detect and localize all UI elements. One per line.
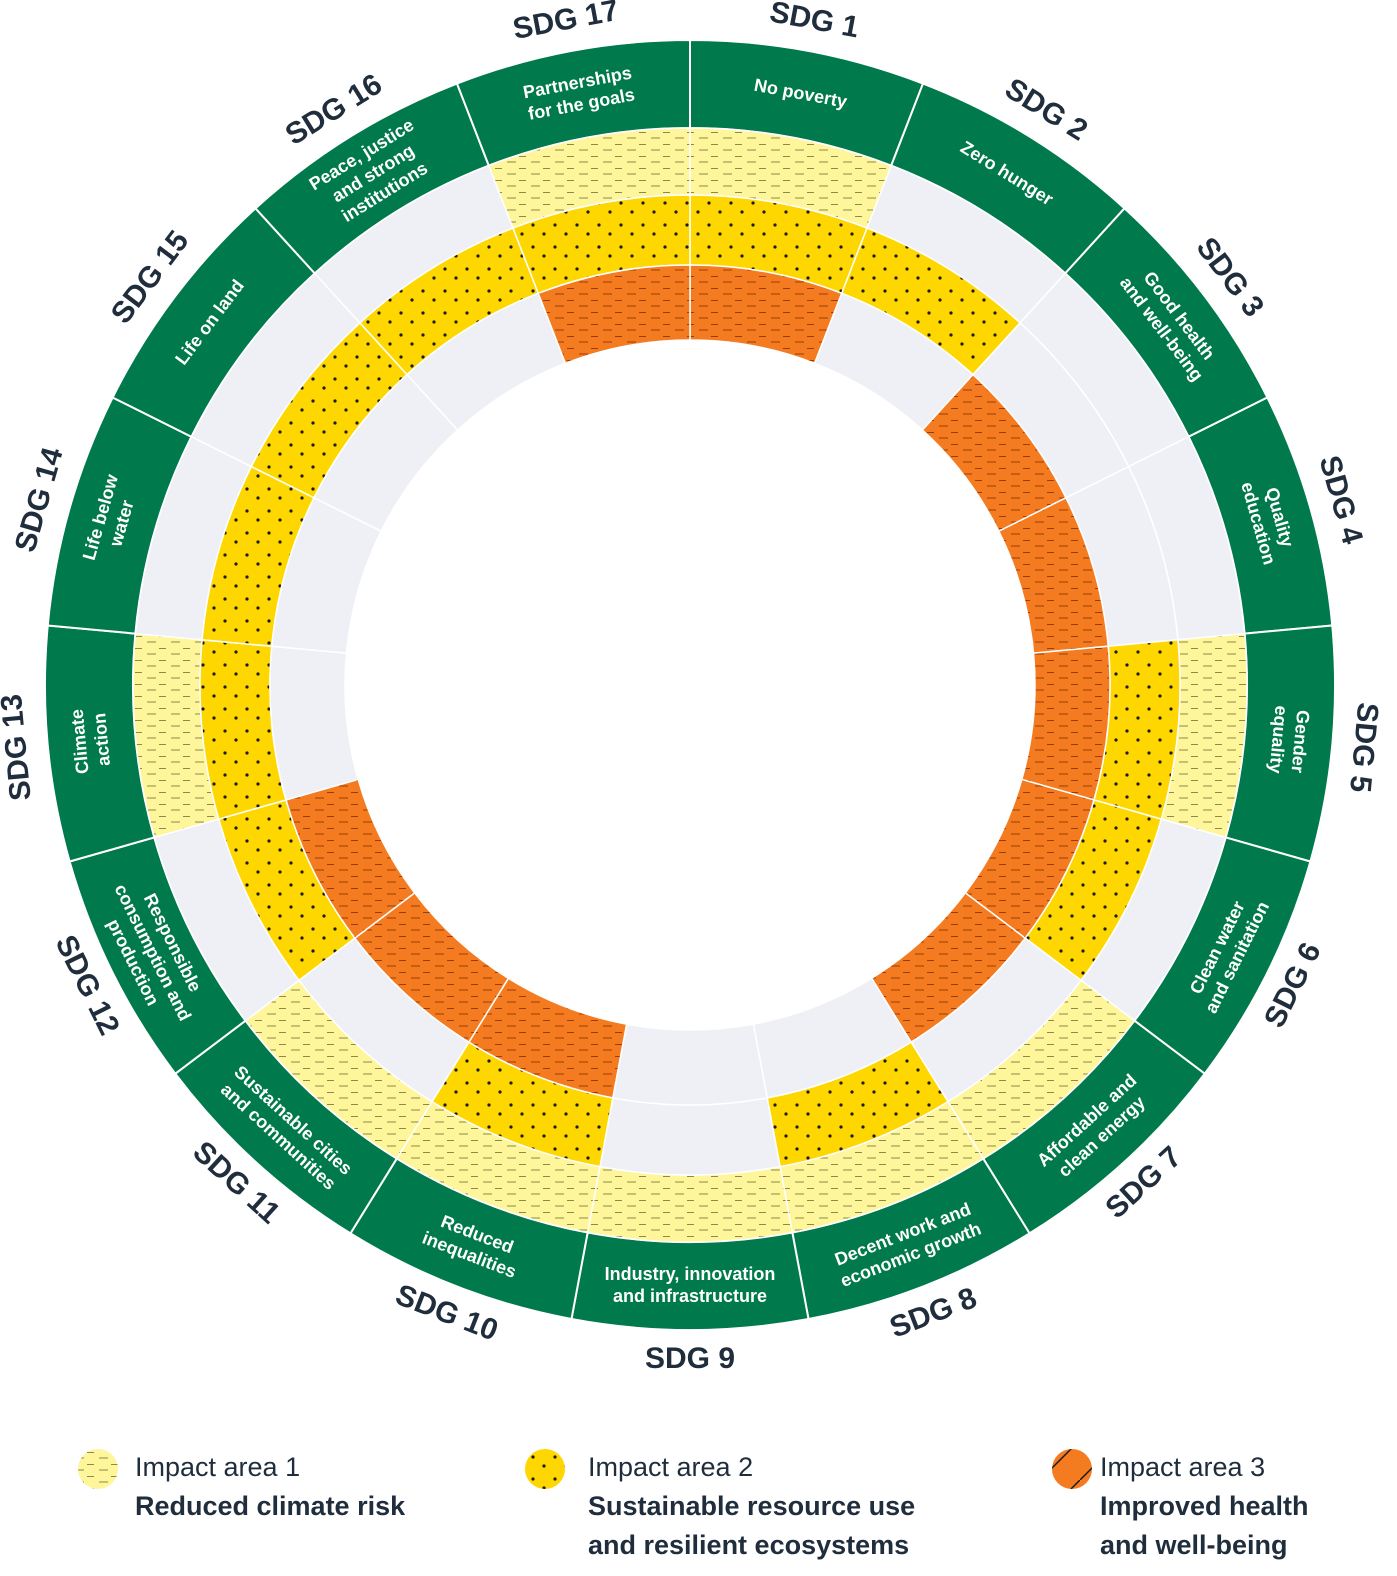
goal-name: Industry, innovation and infrastructure [605, 1264, 776, 1306]
legend-title: Impact area 2 [588, 1452, 753, 1482]
goal-name-line: action [89, 712, 114, 767]
empty-segment [269, 645, 360, 801]
impact-segment [1020, 645, 1111, 801]
legend-icon [525, 1449, 565, 1489]
empty-segment [599, 1096, 781, 1176]
goal-name-line: and infrastructure [613, 1286, 767, 1306]
legend-description: and resilient ecosystems [588, 1530, 909, 1560]
goal-label: SDG 14 [9, 444, 70, 556]
legend-title: Impact area 3 [1100, 1452, 1265, 1482]
goal-label: SDG 5 [1343, 701, 1384, 794]
legend-title: Impact area 1 [135, 1452, 300, 1482]
goal-label: SDG 4 [1313, 452, 1369, 548]
legend-description: Reduced climate risk [135, 1491, 406, 1521]
empty-segment [611, 1023, 769, 1106]
goal-label: SDG 9 [645, 1342, 735, 1375]
center [345, 340, 1035, 1030]
legend-description: Improved health [1100, 1491, 1309, 1521]
legend-description: and well-being [1100, 1530, 1288, 1560]
legend-description: Sustainable resource use [588, 1491, 915, 1521]
legend: Impact area 1 Reduced climate risk Impact … [78, 1449, 1309, 1560]
goal-label: SDG 17 [510, 0, 621, 46]
legend-icon [78, 1449, 118, 1489]
legend-icon [1052, 1449, 1092, 1489]
goal-name-line: Industry, innovation [605, 1264, 776, 1284]
goal-label: SDG 1 [767, 0, 862, 44]
goal-label: SDG 13 [0, 693, 38, 802]
impact-segment [586, 1165, 794, 1243]
goal-name: Climateaction [66, 706, 114, 775]
